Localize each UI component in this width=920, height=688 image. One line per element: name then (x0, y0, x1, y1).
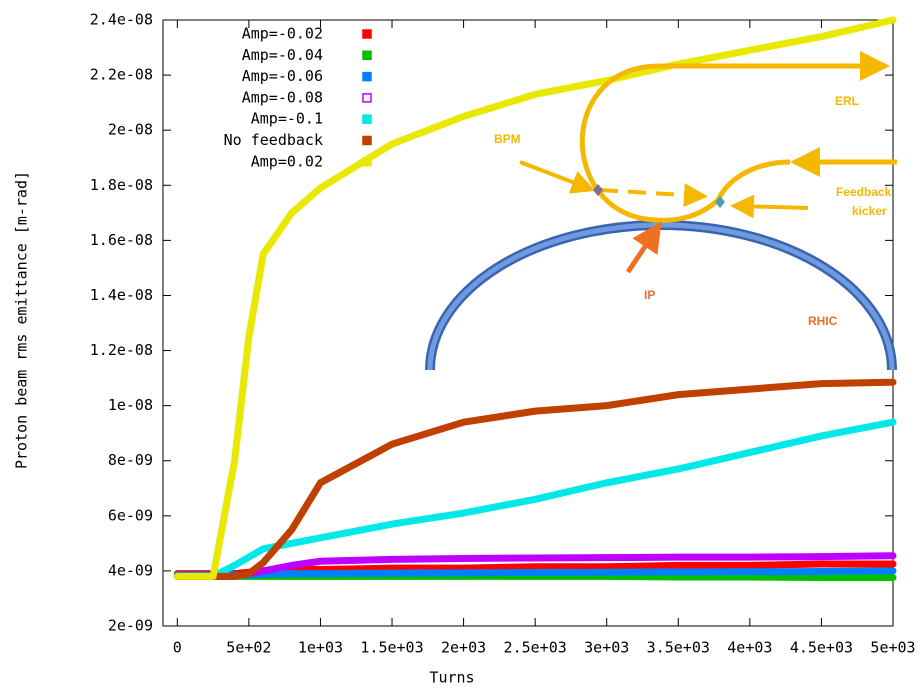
y-tick-label: 1.4e-08 (90, 286, 153, 304)
legend-label: No feedback (224, 131, 323, 149)
x-tick-label: 0 (173, 639, 182, 657)
inset-diagram: ERL BPM Feedback kicker IP RHIC (430, 66, 897, 370)
x-tick-label: 5e+03 (870, 639, 915, 657)
signal-arrow (600, 190, 700, 196)
series-line (177, 571, 893, 575)
legend-swatch (363, 158, 371, 166)
legend-swatch (363, 73, 371, 81)
x-tick-label: 2.5e+03 (504, 639, 567, 657)
annotation: BPM (494, 132, 521, 146)
ip-arrow (628, 230, 656, 272)
x-tick-label: 2e+03 (441, 639, 486, 657)
y-tick-label: 1e-08 (108, 396, 153, 414)
y-tick-label: 2.2e-08 (90, 66, 153, 84)
annotation: kicker (852, 204, 887, 218)
x-tick-label: 5e+02 (226, 639, 271, 657)
legend-swatch (363, 115, 371, 123)
chart: 2e-09 4e-09 6e-09 8e-09 1e-08 1.2e-08 1.4e-08 1… (0, 0, 920, 688)
annotation: IP (644, 288, 655, 302)
rhic-ring (430, 225, 892, 370)
bpm-arrow (520, 162, 588, 188)
y-tick-label: 1.2e-08 (90, 341, 153, 359)
legend-label: Amp=-0.08 (242, 88, 323, 106)
annotation: ERL (835, 94, 859, 108)
legend-label: Amp=0.02 (251, 152, 323, 170)
annotation: Feedback (836, 185, 892, 199)
x-tick-label: 3e+03 (584, 639, 629, 657)
legend-label: Amp=-0.02 (242, 25, 323, 43)
x-tick-label: 1.5e+03 (360, 639, 423, 657)
x-tick-label: 4.5e+03 (790, 639, 853, 657)
y-tick-label: 4e-09 (108, 561, 153, 579)
y-tick-label: 2e-08 (108, 121, 153, 139)
annotation: RHIC (808, 314, 838, 328)
y-tick-label: 1.6e-08 (90, 231, 153, 249)
y-axis-label: Proton beam rms emittance [m-rad] (13, 171, 31, 469)
x-tick-label: 3.5e+03 (647, 639, 710, 657)
x-tick-label: 1e+03 (298, 639, 343, 657)
y-tick-label: 2e-09 (108, 617, 153, 635)
x-tick-label: 4e+03 (727, 639, 772, 657)
plot-area: 2e-09 4e-09 6e-09 8e-09 1e-08 1.2e-08 1.4e-08 1… (90, 11, 916, 657)
y-tick-label: 8e-09 (108, 451, 153, 469)
legend-label: Amp=-0.06 (242, 67, 323, 85)
y-tick-label: 6e-09 (108, 506, 153, 524)
x-axis-label: Turns (429, 669, 474, 687)
y-tick-label: 2.4e-08 (90, 11, 153, 29)
rhic-ring-highlight (430, 225, 892, 370)
kicker-arrow (738, 206, 808, 208)
legend-swatch (363, 137, 371, 145)
legend-swatch (363, 51, 371, 59)
series-line (177, 422, 893, 576)
legend-swatch (363, 30, 371, 38)
legend-label: Amp=-0.1 (251, 110, 323, 128)
legend-swatch (363, 94, 371, 102)
legend-label: Amp=-0.04 (242, 46, 323, 64)
y-tick-label: 1.8e-08 (90, 176, 153, 194)
erl-loop (582, 66, 790, 220)
